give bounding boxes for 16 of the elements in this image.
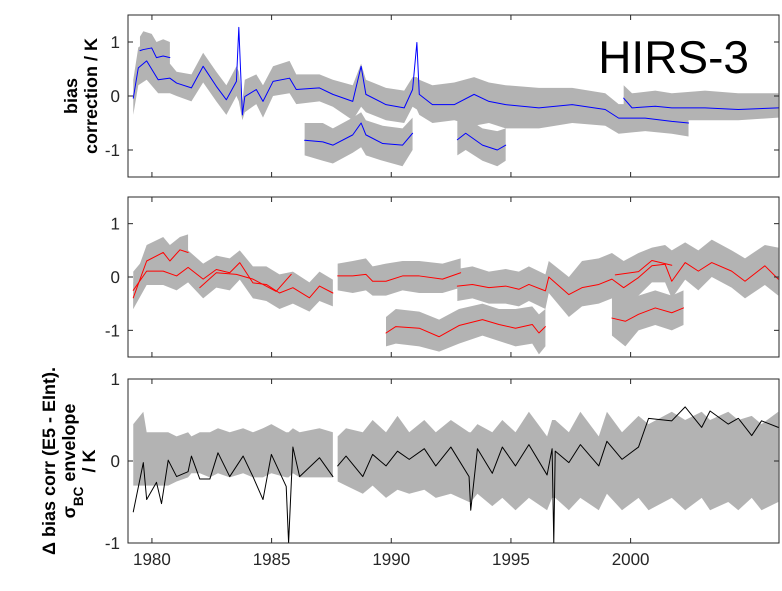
x-tick-label: 1990 [372, 550, 410, 569]
chart-title: HIRS-3 [598, 31, 749, 83]
y-tick-label: 0 [110, 452, 120, 471]
y-tick-label: 1 [110, 32, 120, 52]
y-tick-label: 1 [110, 214, 120, 234]
y-tick-label: -1 [104, 140, 120, 160]
x-tick-label: 2000 [612, 550, 650, 569]
x-tick-label: 1995 [492, 550, 530, 569]
y-tick-label: 1 [110, 370, 120, 389]
x-tick-label: 1985 [252, 550, 291, 569]
y-tick-label: 0 [110, 86, 120, 106]
x-tick-label: 1980 [133, 550, 171, 569]
y-tick-label: -1 [104, 321, 120, 340]
y-tick-label: -1 [104, 534, 120, 553]
y-axis-title: bias correction / K [61, 38, 101, 154]
y-tick-label: 0 [110, 268, 120, 287]
